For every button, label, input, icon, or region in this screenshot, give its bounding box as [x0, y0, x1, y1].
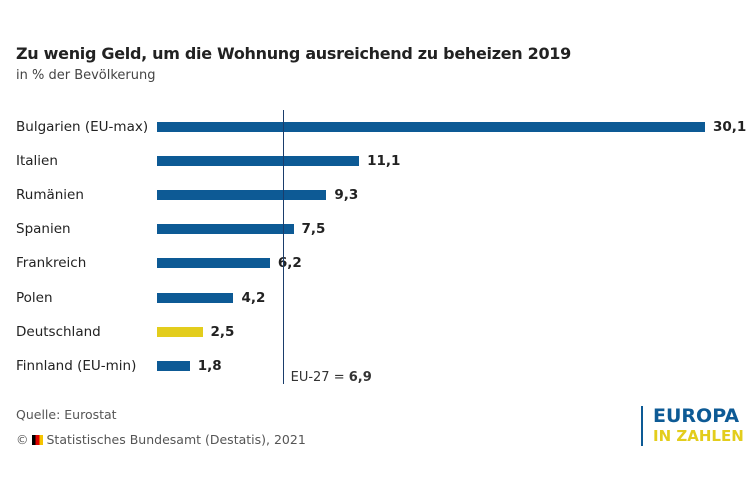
category-label: Rumänien: [16, 187, 84, 204]
bar: [157, 224, 294, 235]
category-label: Spanien: [16, 221, 71, 238]
eu27-reference-line: [282, 110, 284, 384]
category-label: Deutschland: [16, 323, 101, 340]
logo-line1: EUROPA: [653, 405, 740, 427]
bar: [157, 292, 234, 303]
data-label: 2,5: [210, 323, 235, 340]
logo-line2: IN ZAHLEN: [653, 427, 744, 445]
data-label: 7,5: [301, 221, 326, 238]
bar: [157, 156, 360, 167]
copyright-symbol: ©: [16, 432, 29, 447]
reference-label-value: 6,9: [348, 370, 372, 385]
europa-in-zahlen-logo: EUROPA IN ZAHLEN: [641, 406, 744, 446]
eu27-reference-label: EU-27 = 6,9: [291, 370, 372, 385]
destatis-logo-icon: [32, 435, 44, 445]
data-label: 9,3: [334, 187, 359, 204]
copyright-line: © Statistisches Bundesamt (Destatis), 20…: [16, 432, 306, 447]
bar: [157, 190, 327, 201]
category-label: Polen: [16, 289, 53, 306]
category-label: Frankreich: [16, 255, 87, 272]
category-label: Bulgarien (EU-max): [16, 119, 149, 135]
bar: [157, 360, 190, 371]
bar: [157, 326, 203, 337]
data-label: 6,2: [277, 255, 302, 272]
category-label: Italien: [16, 153, 58, 170]
data-label: 1,8: [197, 357, 222, 374]
data-label: 11,1: [367, 153, 401, 170]
reference-label-prefix: EU-27 =: [290, 370, 349, 385]
bar: [157, 122, 705, 132]
data-label: 4,2: [241, 289, 266, 306]
chart-subtitle: in % der Bevölkerung: [16, 68, 156, 83]
chart-title: Zu wenig Geld, um die Wohnung ausreichen…: [16, 44, 571, 63]
data-label: 30,1: [713, 119, 747, 135]
source-text: Quelle: Eurostat: [16, 407, 117, 422]
bar: [157, 258, 270, 269]
category-label: Finnland (EU-min): [16, 357, 137, 374]
copyright-text: Statistisches Bundesamt (Destatis), 2021: [46, 432, 306, 447]
